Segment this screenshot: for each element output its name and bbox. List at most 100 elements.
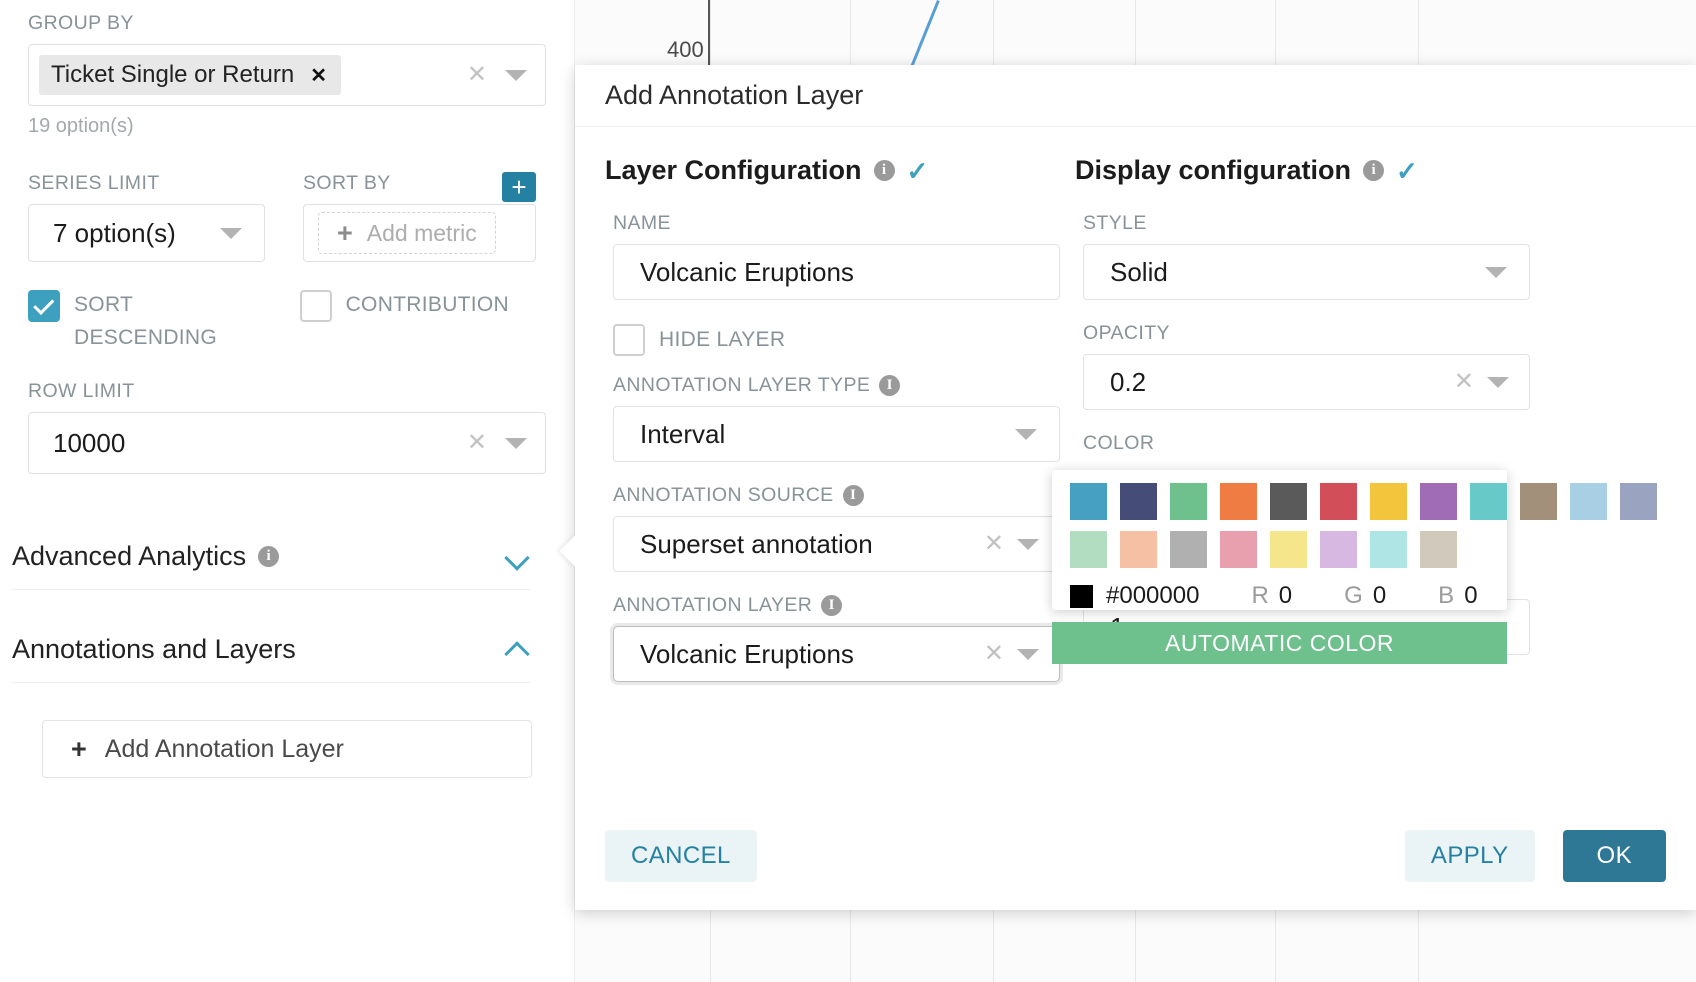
annotation-layers-list: + Add Annotation Layer: [28, 720, 546, 778]
color-hex-value[interactable]: #000000: [1106, 582, 1200, 609]
clear-icon[interactable]: ✕: [1453, 368, 1474, 395]
chevron-down-icon[interactable]: [1017, 538, 1039, 550]
color-swatch[interactable]: [1070, 531, 1107, 568]
layer-configuration-title: Layer Configuration i ✓: [605, 155, 1060, 186]
annotation-layer-type-select[interactable]: Interval: [613, 406, 1060, 462]
clear-icon[interactable]: ✕: [983, 640, 1004, 667]
display-configuration-title: Display configuration i ✓: [1075, 155, 1530, 186]
color-swatch[interactable]: [1320, 483, 1357, 520]
annotation-source-value: Superset annotation: [640, 528, 873, 559]
color-swatch[interactable]: [1370, 483, 1407, 520]
remove-token-icon[interactable]: ✕: [310, 64, 327, 87]
chevron-down-icon[interactable]: [505, 69, 527, 81]
info-icon[interactable]: i: [842, 485, 864, 506]
g-value[interactable]: 0: [1372, 582, 1387, 609]
add-annotation-layer-button[interactable]: + Add Annotation Layer: [42, 720, 532, 778]
chevron-down-icon[interactable]: [1017, 648, 1039, 660]
style-select[interactable]: Solid: [1083, 244, 1530, 300]
color-swatch[interactable]: [1520, 483, 1557, 520]
group-by-select[interactable]: Ticket Single or Return ✕ ✕: [28, 44, 546, 106]
color-field: COLOR: [1075, 432, 1530, 455]
annotations-and-layers-label: Annotations and Layers: [12, 634, 296, 664]
b-value[interactable]: 0: [1464, 582, 1478, 609]
chevron-down-icon[interactable]: [505, 437, 527, 449]
advanced-analytics-label: Advanced Analytics: [12, 541, 247, 571]
chevron-down-icon[interactable]: [1015, 428, 1037, 440]
display-configuration-label: Display configuration: [1075, 155, 1352, 185]
info-icon[interactable]: i: [1363, 160, 1385, 181]
ok-button[interactable]: OK: [1562, 830, 1666, 882]
sort-descending-control[interactable]: SORT DESCENDING: [28, 288, 262, 354]
color-swatch[interactable]: [1170, 531, 1207, 568]
color-swatch[interactable]: [1370, 531, 1407, 568]
color-swatch[interactable]: [1570, 483, 1607, 520]
chevron-up-icon[interactable]: [508, 639, 530, 661]
style-label: STYLE: [1083, 212, 1147, 234]
chevron-down-icon[interactable]: [1485, 266, 1507, 278]
row-limit-select[interactable]: 10000 ✕: [28, 412, 546, 474]
chevron-down-icon[interactable]: [220, 227, 242, 239]
color-swatch[interactable]: [1120, 531, 1157, 568]
annotation-layer-type-label: ANNOTATION LAYER TYPE: [613, 374, 871, 396]
group-by-token[interactable]: Ticket Single or Return ✕: [39, 55, 341, 95]
clear-icon[interactable]: ✕: [466, 429, 487, 456]
current-color-chip: [1070, 584, 1093, 608]
add-sort-metric-button[interactable]: +: [502, 172, 536, 202]
color-swatch[interactable]: [1120, 483, 1157, 520]
color-swatch[interactable]: [1420, 531, 1457, 568]
hide-layer-label: HIDE LAYER: [659, 327, 786, 351]
name-label: NAME: [613, 212, 671, 234]
color-swatch[interactable]: [1320, 531, 1357, 568]
color-swatch[interactable]: [1170, 483, 1207, 520]
chevron-down-icon[interactable]: [508, 546, 530, 568]
automatic-color-button[interactable]: AUTOMATIC COLOR: [1052, 622, 1507, 664]
opacity-select[interactable]: 0.2 ✕: [1083, 354, 1530, 410]
annotation-source-field: ANNOTATION SOURCE i Superset annotation …: [605, 484, 1060, 572]
contribution-control[interactable]: CONTRIBUTION: [299, 288, 546, 354]
series-limit-select[interactable]: 7 option(s): [28, 204, 265, 262]
clear-icon[interactable]: ✕: [466, 61, 487, 88]
clear-icon[interactable]: ✕: [983, 530, 1004, 557]
name-input[interactable]: Volcanic Eruptions: [613, 244, 1060, 300]
add-metric-button[interactable]: + Add metric: [318, 212, 496, 254]
section-annotations-and-layers[interactable]: Annotations and Layers: [12, 634, 530, 683]
color-swatch[interactable]: [1220, 483, 1257, 520]
color-swatch[interactable]: [1470, 483, 1507, 520]
plus-icon: +: [71, 733, 87, 764]
color-swatch[interactable]: [1620, 483, 1657, 520]
sort-descending-checkbox[interactable]: [28, 290, 60, 322]
color-swatch[interactable]: [1270, 531, 1307, 568]
info-icon[interactable]: i: [821, 595, 843, 616]
add-metric-label: Add metric: [366, 219, 477, 246]
contribution-checkbox[interactable]: [299, 290, 332, 322]
chart-controls-panel: GROUP BY Ticket Single or Return ✕ ✕ 19 …: [0, 0, 575, 982]
hide-layer-checkbox[interactable]: [613, 324, 645, 356]
cancel-button[interactable]: CANCEL: [605, 830, 757, 882]
layer-configuration-column: Layer Configuration i ✓ NAME Volcanic Er…: [605, 155, 1060, 704]
color-swatch[interactable]: [1270, 483, 1307, 520]
annotation-source-select[interactable]: Superset annotation ✕: [613, 516, 1060, 572]
annotation-layer-field: ANNOTATION LAYER i Volcanic Eruptions ✕: [605, 594, 1060, 682]
valid-check-icon: ✓: [1396, 155, 1418, 186]
chevron-down-icon[interactable]: [1487, 376, 1509, 388]
info-icon[interactable]: i: [879, 375, 901, 396]
modal-header: Add Annotation Layer: [575, 65, 1696, 127]
color-swatch[interactable]: [1070, 483, 1107, 520]
section-title: Annotations and Layers: [12, 634, 296, 665]
annotation-layer-label-row: ANNOTATION LAYER i: [613, 594, 1060, 617]
color-swatch[interactable]: [1220, 531, 1257, 568]
info-icon[interactable]: i: [258, 546, 280, 567]
info-icon[interactable]: i: [873, 160, 895, 181]
series-limit-label: SERIES LIMIT: [28, 172, 160, 194]
annotation-layer-select[interactable]: Volcanic Eruptions ✕: [613, 626, 1060, 682]
sort-by-control: SORT BY + + Add metric: [303, 172, 536, 262]
r-value[interactable]: 0: [1278, 582, 1293, 609]
section-advanced-analytics[interactable]: Advanced Analytics i: [12, 541, 530, 590]
hide-layer-control[interactable]: HIDE LAYER: [613, 322, 1060, 356]
layer-configuration-label: Layer Configuration: [605, 155, 862, 185]
color-swatch[interactable]: [1420, 483, 1457, 520]
apply-button[interactable]: APPLY: [1404, 830, 1535, 882]
annotation-source-label: ANNOTATION SOURCE: [613, 484, 834, 506]
sort-by-box[interactable]: + Add metric: [303, 204, 536, 262]
